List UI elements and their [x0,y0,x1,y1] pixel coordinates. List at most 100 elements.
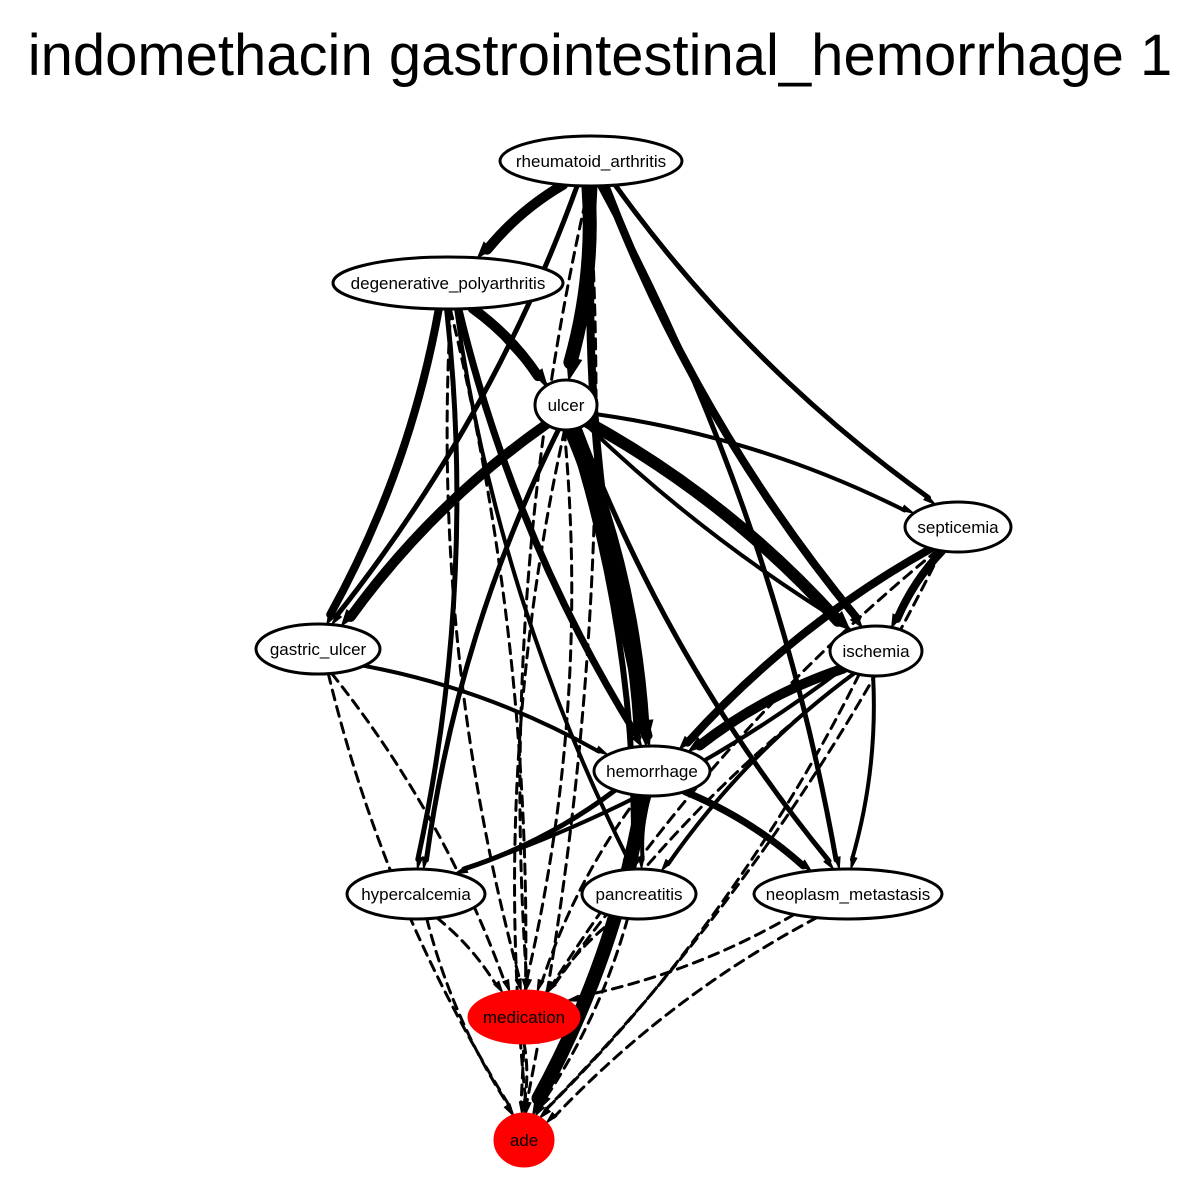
node-label: ulcer [548,396,585,415]
edge-arrowhead [631,733,643,748]
edge-line [455,305,642,741]
edge-septicemia-to-ischemia [890,546,947,629]
edge-arrowhead [416,855,424,870]
node-hypercalcemia: hypercalcemia [345,867,487,921]
node-ellipse [467,989,581,1045]
edge-arrowhead [831,610,852,632]
edge-line [482,179,569,255]
edge-ulcer-to-gastric_ulcer [340,419,552,628]
edge-line [612,182,931,501]
node-label: neoplasm_metastasis [766,885,930,904]
edge-arrowhead [823,857,835,870]
edge-arrowhead [536,978,545,993]
edge-hemorrhage-to-medication [536,793,641,993]
edge-line [576,425,832,864]
edge-ulcer-to-septicemia [592,412,915,514]
edge-line [582,416,844,627]
edge-hypercalcemia-to-medication [435,916,504,994]
edge-line [435,916,499,988]
edge-arrowhead [637,856,645,870]
edge-line [540,793,641,985]
edge-hemorrhage-to-neoplasm_metastasis [681,788,813,873]
edge-line [551,671,857,988]
edge-ulcer-to-hypercalcemia [421,426,562,870]
edge-medication-to-ade [522,1041,530,1115]
node-pancreatitis: pancreatitis [580,867,698,921]
edge-arrowhead [524,977,533,992]
edge-arrowhead [687,736,706,753]
edge-line [461,787,618,872]
node-ellipse [903,500,1013,554]
node-neoplasm_metastasis: neoplasm_metastasis [752,867,944,921]
edge-line [552,916,819,1119]
edge-line [550,548,940,988]
edge-septicemia-to-hemorrhage [678,544,935,751]
edge-arrowhead [833,856,841,870]
node-label: degenerative_polyarthritis [351,274,546,293]
edge-ulcer-to-hemorrhage [563,421,654,748]
diagram-title: indomethacin gastrointestinal_hemorrhage… [27,23,1173,88]
edge-line [601,181,861,623]
edge-arrowhead [545,1111,558,1124]
edge-arrowhead [660,858,672,872]
node-label: medication [483,1008,565,1027]
edge-arrowhead [923,494,936,505]
node-label: ade [510,1131,538,1150]
edge-pancreatitis-to-ade [534,917,630,1117]
edge-arrowhead [539,1106,552,1119]
node-ellipse [345,867,487,921]
node-label: gastric_ulcer [270,640,367,659]
edge-ulcer-to-ischemia [582,416,852,632]
edge-line [563,421,650,735]
edge-arrowhead [566,355,583,382]
edge-arrowhead [502,978,511,993]
edge-rheumatoid_arthritis-to-septicemia [612,182,936,505]
edge-line [850,674,876,862]
node-ellipse [498,134,684,188]
node-hemorrhage: hemorrhage [592,744,712,798]
edge-line [475,306,847,626]
edge-ulcer-to-neoplasm_metastasis [576,425,835,870]
node-label: ischemia [842,642,910,661]
edge-arrowhead [890,613,902,629]
node-label: pancreatitis [596,885,683,904]
edge-line [592,412,907,513]
edge-arrowhead [678,735,693,751]
edge-arrowhead [522,1101,530,1115]
edge-line [551,915,619,988]
node-ellipse [493,1112,555,1168]
node-ellipse [533,378,599,432]
edge-line [445,307,522,983]
edge-arrowhead [545,980,557,994]
edge-arrowhead [850,855,858,870]
edge-neoplasm_metastasis-to-ade [545,916,819,1124]
edge-degenerative_polyarthritis-to-gastric_ulcer [326,304,443,626]
node-ellipse [580,867,698,921]
edge-line [537,917,630,1109]
edge-arrowhead [798,859,813,873]
edge-line [531,788,651,1106]
edge-arrowhead [900,504,915,514]
edge-degenerative_polyarthritis-to-hypercalcemia [415,306,460,870]
edge-line [361,663,601,754]
node-ulcer: ulcer [533,378,599,432]
edge-rheumatoid_arthritis-to-degenerative_polyarthritis [476,179,569,260]
edge-gastric_ulcer-to-medication [330,671,511,993]
node-label: hypercalcemia [361,885,471,904]
node-rheumatoid_arthritis: rheumatoid_arthritis [498,134,684,188]
edge-line [518,184,591,983]
node-label: septicemia [917,518,999,537]
edge-arrowhead [534,1103,546,1117]
node-medication: medication [467,989,581,1045]
node-ellipse [331,255,565,311]
edge-line [345,419,552,622]
node-ellipse [592,744,712,798]
edge-arrowhead [421,856,430,870]
edge-line [597,183,839,863]
edges-layer [326,179,947,1124]
edge-arrowhead [326,610,338,626]
node-ellipse [752,867,944,921]
node-degenerative_polyarthritis: degenerative_polyarthritis [331,255,565,311]
edge-arrowhead [331,612,343,625]
